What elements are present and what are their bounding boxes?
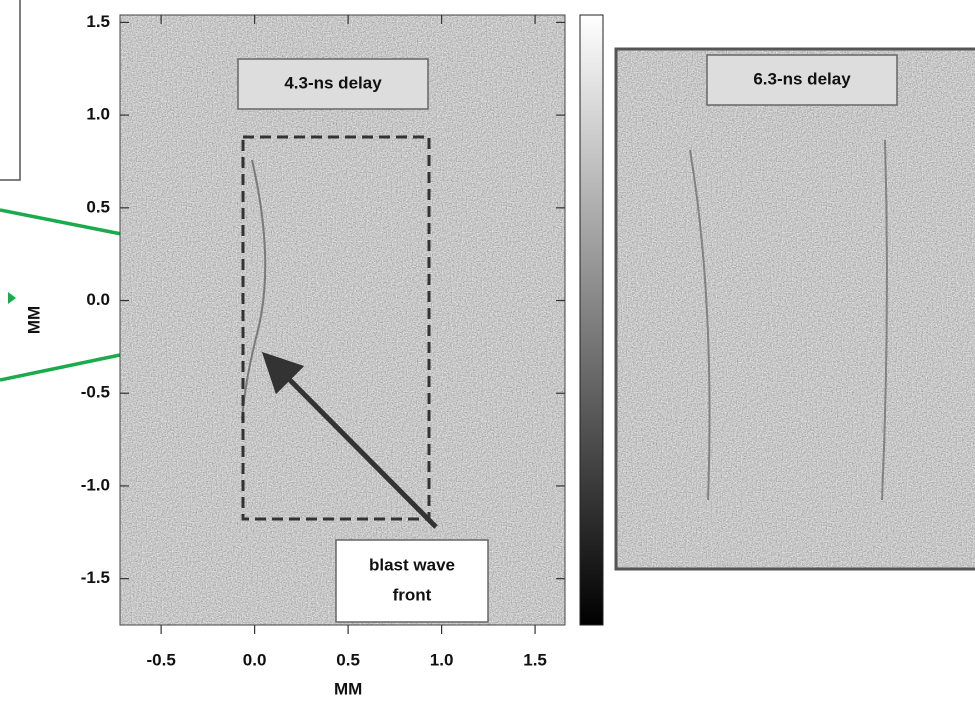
y-tick-label: 1.0 bbox=[86, 105, 110, 124]
y-tick-label: 1.5 bbox=[86, 12, 110, 31]
shock-feature bbox=[241, 159, 267, 421]
panel-label: 6.3-ns delay bbox=[753, 69, 851, 88]
panel-label: 4.3-ns delay bbox=[284, 73, 382, 92]
left-panel-edge bbox=[0, 0, 21, 181]
region-box bbox=[241, 135, 431, 521]
x-tick-label: 0.0 bbox=[243, 650, 267, 669]
y-tick-label: -1.0 bbox=[81, 475, 110, 494]
annotation-text: blast wave bbox=[369, 555, 455, 574]
panel-frame bbox=[614, 47, 975, 571]
x-axis-label: MM bbox=[334, 679, 362, 698]
panel-label-box bbox=[706, 54, 898, 106]
radiograph-image bbox=[120, 15, 565, 625]
y-tick-label: -0.5 bbox=[81, 383, 110, 402]
panel-label-box bbox=[237, 58, 429, 110]
y-tick-label: -1.5 bbox=[81, 568, 110, 587]
annotation-arrow bbox=[261, 351, 438, 529]
y-tick-label: 0.0 bbox=[86, 290, 110, 309]
annotation-text: front bbox=[393, 585, 432, 604]
colorbar bbox=[579, 14, 604, 626]
y-tick-label: 0.5 bbox=[86, 197, 110, 216]
y-axis-label: MM bbox=[24, 306, 43, 334]
green-arrow bbox=[8, 292, 16, 304]
radiograph-image bbox=[615, 48, 975, 570]
x-tick-label: 1.0 bbox=[430, 650, 454, 669]
x-tick-label: 1.5 bbox=[523, 650, 547, 669]
annotation-box bbox=[335, 539, 489, 623]
shock-feature bbox=[689, 139, 888, 501]
x-tick-label: -0.5 bbox=[146, 650, 175, 669]
plot-frame bbox=[119, 14, 566, 626]
x-tick-label: 0.5 bbox=[336, 650, 360, 669]
